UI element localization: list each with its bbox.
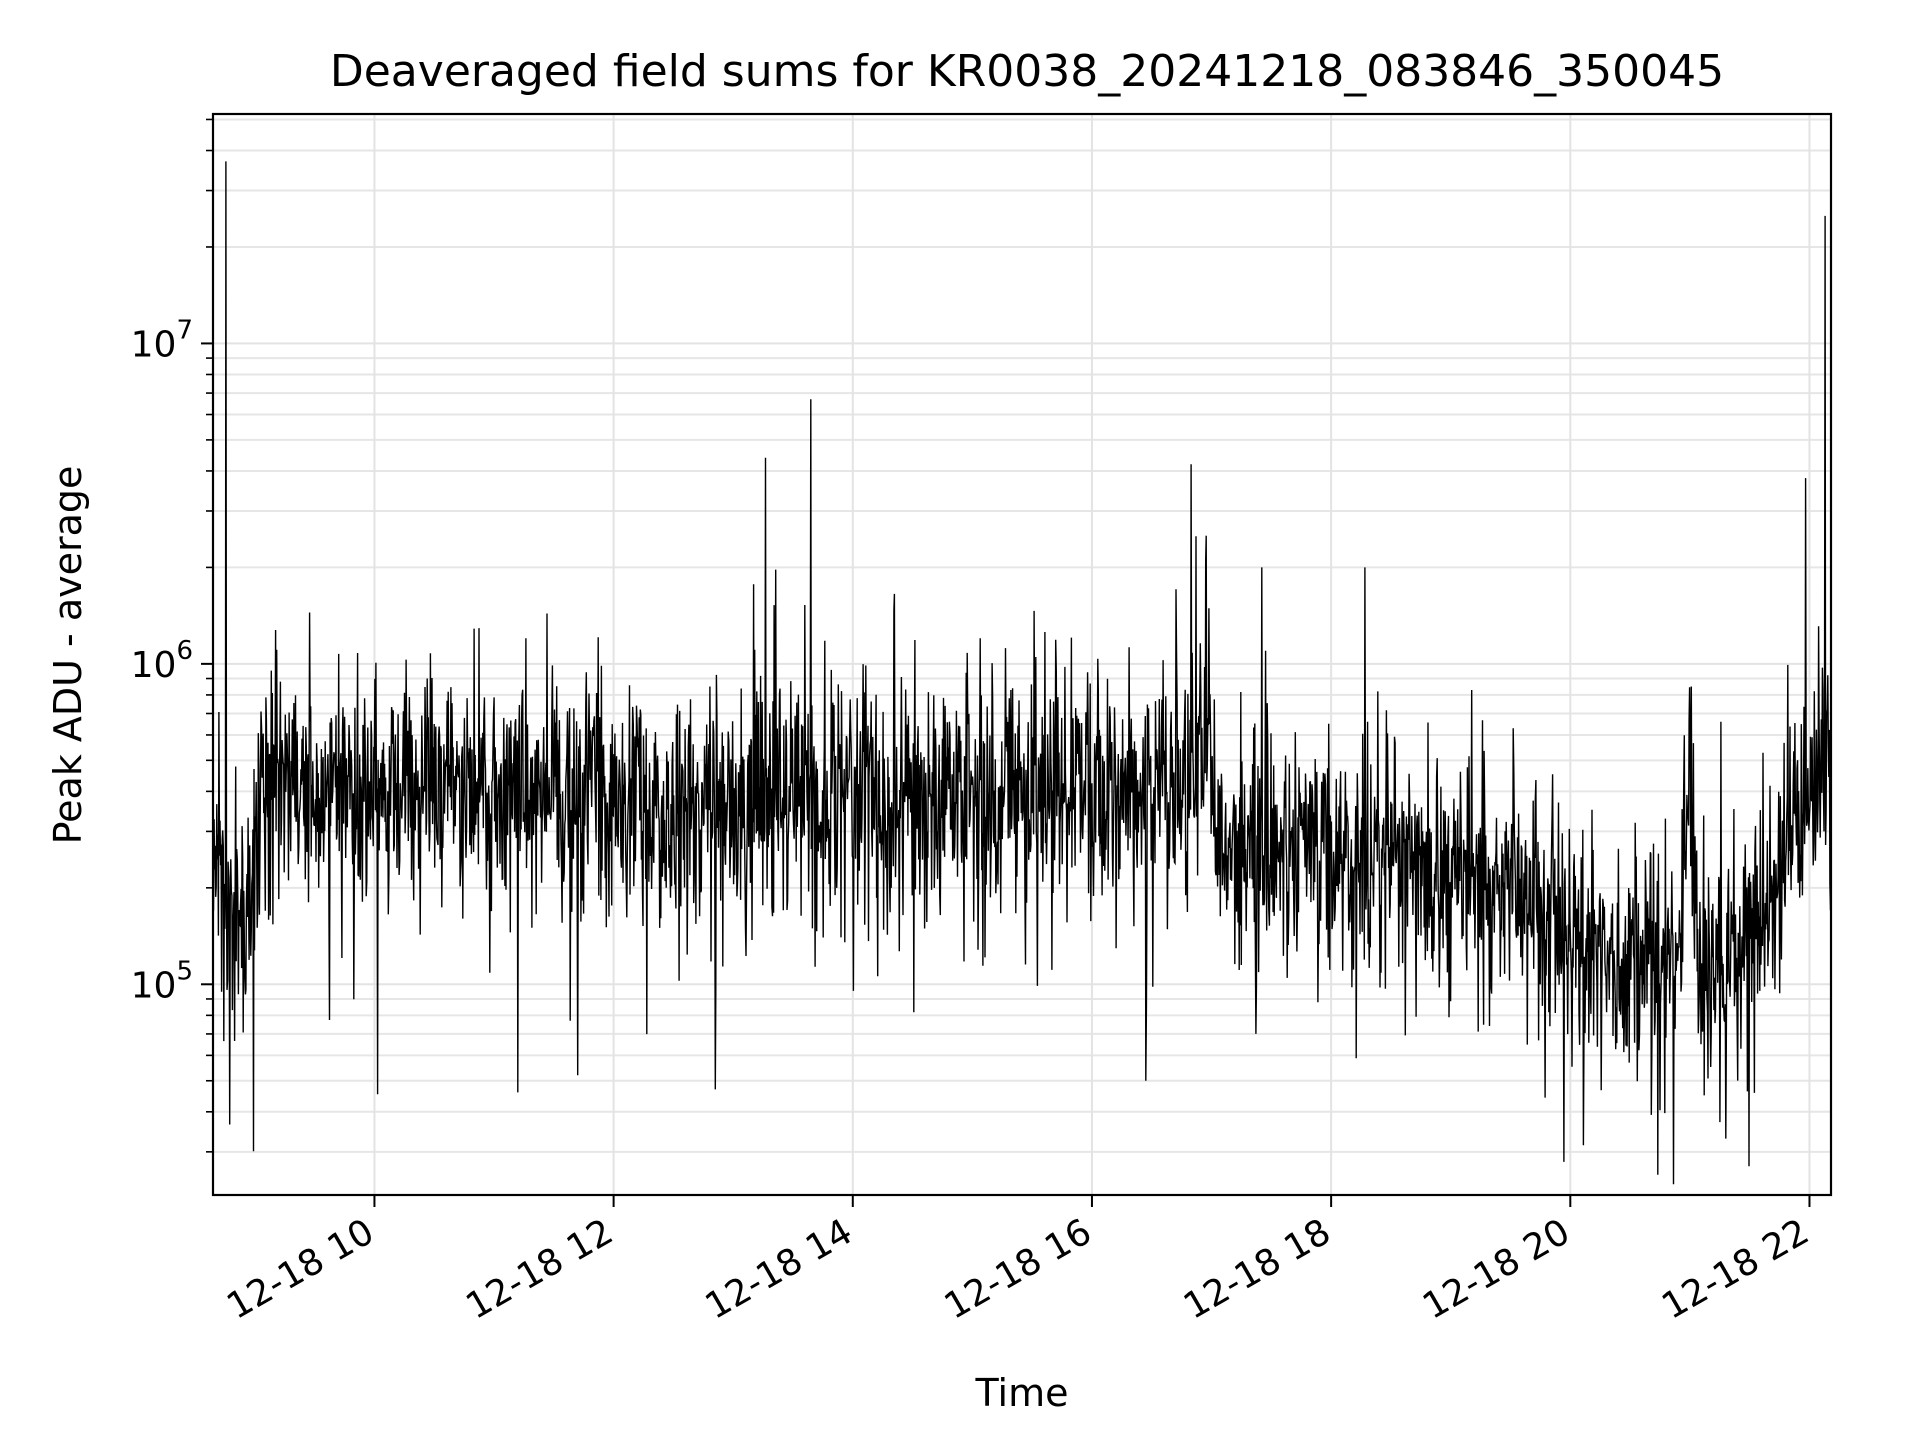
x-axis-label: Time: [975, 1371, 1069, 1415]
y-axis: 105 106 107: [131, 118, 213, 1153]
grid-major-lines: [213, 114, 1831, 1195]
y-tick-label: 105: [131, 956, 193, 1006]
plot-frame: [211, 112, 1833, 1197]
y-axis-label: Peak ADU - average: [46, 466, 90, 845]
y-tick-label: 107: [131, 315, 193, 365]
y-tick-label: 106: [131, 636, 193, 686]
chart-title: Deaveraged field sums for KR0038_2024121…: [330, 46, 1724, 97]
data-series-line: [213, 161, 1831, 1185]
